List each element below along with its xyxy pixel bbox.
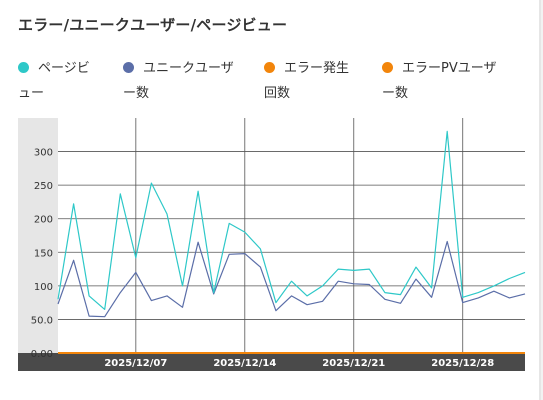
legend-label: ユニークユーザ: [143, 61, 234, 76]
legend-label: エラーPVユーザ: [402, 61, 497, 76]
x-tick-label: 2025/12/28: [431, 358, 494, 369]
legend-marker-unique-users: [123, 62, 134, 73]
legend-label: ページビ: [38, 61, 90, 76]
legend-marker-error-pv-users: [382, 62, 393, 73]
chart-legend: ページビュー ユニークユーザー数 エラー発生回数 エラーPVユーザー数: [18, 56, 538, 106]
y-tick-label: 100: [34, 282, 53, 293]
legend-marker-pageviews: [18, 62, 29, 73]
legend-label: ー数: [382, 86, 409, 101]
y-tick-label: 50.0: [31, 315, 53, 326]
y-tick-label: 250: [34, 181, 53, 192]
y-tick-label: 200: [34, 215, 53, 226]
y-tick-label: 300: [34, 148, 53, 159]
x-axis-band: [18, 353, 525, 371]
y-axis-labels: 0.00 50.0 100 150 200 250 300: [31, 148, 53, 360]
x-tick-label: 2025/12/21: [322, 358, 385, 369]
y-tick-label: 0.00: [31, 349, 53, 360]
x-axis-labels: 2025/12/07 2025/12/14 2025/12/21 2025/12/28: [104, 358, 494, 369]
y-axis-band: [18, 118, 58, 353]
legend-marker-error-count: [264, 62, 275, 73]
y-tick-label: 150: [34, 248, 53, 259]
legend-label: ー数: [123, 86, 150, 101]
legend-label: 回数: [264, 86, 291, 101]
x-tick-label: 2025/12/07: [104, 358, 167, 369]
series-line-1: [57, 240, 526, 318]
legend-label: ュー: [18, 86, 45, 101]
series-line-0: [57, 130, 526, 310]
chart-title: エラー/ユニークユーザー/ページビュー: [18, 16, 288, 34]
chart-grid: [58, 118, 525, 353]
x-tick-label: 2025/12/14: [213, 358, 276, 369]
legend-label: エラー発生: [284, 61, 350, 76]
chart-series: [57, 130, 526, 354]
